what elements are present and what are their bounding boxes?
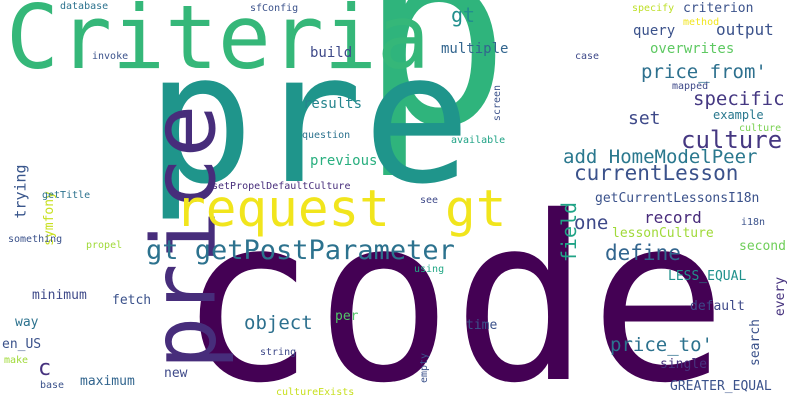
word-greater-equal: GREATER_EQUAL (670, 379, 772, 394)
word-previous: previous (310, 153, 378, 169)
word-i18n: i18n (741, 217, 766, 228)
word-p: p (360, 0, 511, 182)
word-available: available (451, 135, 506, 146)
word-query: query (633, 23, 676, 39)
word-setpropeldefaultculture: setPropelDefaultCulture (212, 181, 351, 192)
word-code: code (178, 167, 728, 400)
word-invoke: invoke (92, 51, 129, 62)
word-pre: pre (146, 15, 472, 224)
word-lessonculture: lessonCulture (612, 226, 714, 241)
word-minimum: minimum (32, 288, 87, 303)
word-specific: specific (693, 88, 785, 110)
word-set: set (628, 108, 661, 129)
word-method: method (683, 17, 720, 28)
word-single: single (660, 357, 707, 372)
word-gettitle: getTitle (42, 190, 91, 201)
word-en-us: en_US (2, 337, 42, 352)
word-define: define (605, 241, 681, 265)
word-string: string (260, 347, 297, 358)
word-gt-large: gt (445, 180, 507, 239)
word-results: results (303, 96, 363, 112)
word-currentlesson: currentLesson (574, 161, 739, 185)
word-case: case (575, 51, 600, 62)
word-example: example (713, 108, 764, 122)
word-criteria: Criteria (6, 0, 430, 89)
word-criterion: criterion (683, 1, 754, 16)
word-maximum: maximum (80, 374, 135, 389)
word-every: every (773, 276, 789, 317)
word-database: database (60, 1, 109, 12)
word-using: using (414, 264, 445, 275)
word-one: one (574, 212, 609, 234)
word-question: question (302, 130, 351, 141)
word-multiple: multiple (441, 41, 509, 57)
word-getcurrentlessonsi18n: getCurrentLessonsI18n (595, 191, 760, 206)
word-culture-small: culture (739, 123, 782, 134)
word-price-to: price_to' (610, 334, 713, 356)
word-overwrites: overwrites (650, 41, 735, 57)
word-sfconfig: sfConfig (250, 3, 299, 14)
word-fetch: fetch (112, 293, 152, 308)
word-less-equal: LESS_EQUAL (668, 269, 747, 284)
word-way: way (15, 315, 39, 330)
word-empty: empty (419, 352, 431, 384)
word-make: make (4, 355, 29, 366)
word-record: record (644, 208, 702, 227)
word-gt-getpostparameter: gt getPostParameter (146, 235, 455, 266)
word-gt-small: gt (451, 3, 476, 27)
word-add-homemodelpeer: add HomeModelPeer (563, 146, 758, 168)
word-price-from: price_from' (641, 61, 767, 83)
word-time: time (466, 318, 498, 333)
word-default: default (690, 299, 745, 314)
word-build: build (310, 45, 353, 61)
word-mapped: mapped (672, 81, 709, 92)
word-object: object (244, 312, 313, 334)
word-see: see (420, 195, 439, 206)
word-propel: propel (86, 240, 123, 251)
word-culture: culture (681, 126, 783, 154)
word-trying: trying (11, 164, 30, 219)
word-per: per (335, 309, 359, 324)
word-something: something (8, 234, 63, 245)
word-specify: specify (632, 3, 675, 14)
word-second: second (739, 239, 786, 254)
word-output: output (716, 20, 774, 39)
word-new: new (164, 366, 188, 381)
word-cultureexists: cultureExists (276, 387, 355, 398)
word-request: request (175, 180, 390, 239)
word-screen: screen (492, 84, 504, 122)
word-search: search (747, 319, 763, 366)
word-c: c (38, 356, 52, 381)
word-base: base (40, 380, 65, 391)
